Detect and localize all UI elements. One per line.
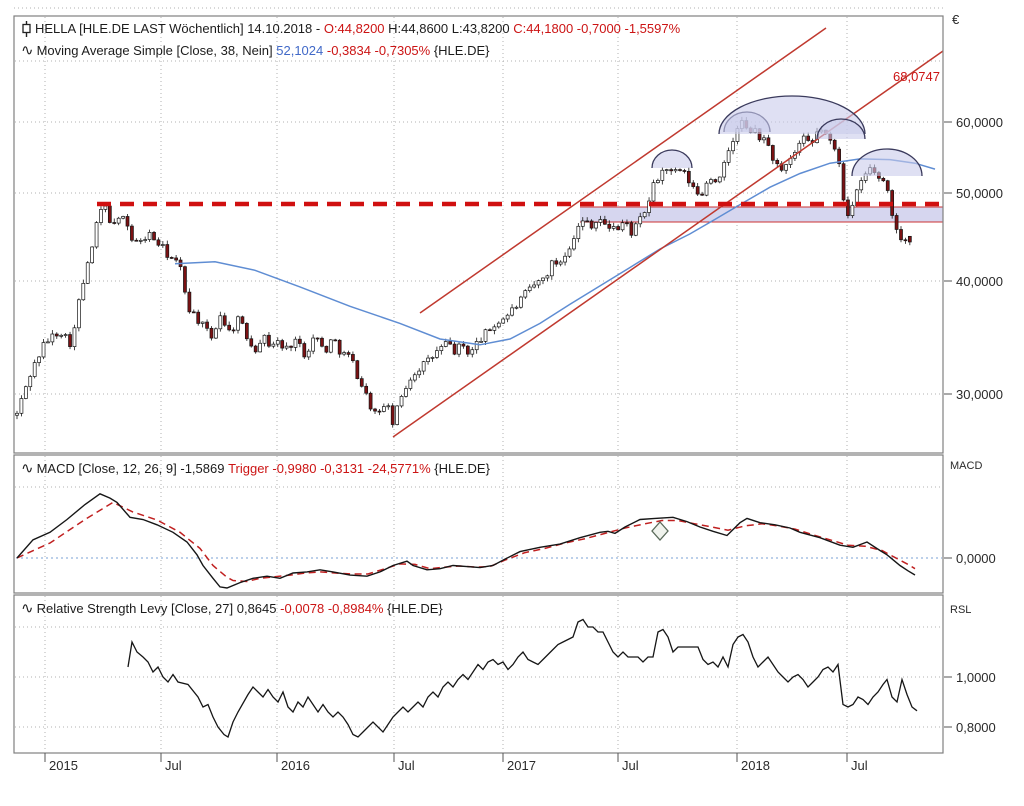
candlestick-icon [21,21,32,37]
main-panel-border [13,15,944,454]
macd-legend-row: ∿ MACD [Close, 12, 26, 9] -1,5869 Trigge… [21,461,490,477]
ma-symbol: {HLE.DE} [433,43,490,58]
trendline-value-label: 68,0747 [893,69,940,84]
x-tick-2017: 2017 [507,758,536,773]
macd-line [16,493,916,589]
close-change-values: C:44,1800 -0,7000 -1,5597% [513,21,681,36]
head-shoulders-domes [651,95,923,177]
rsl-name: Relative Strength Levy [Close, 27] 0,864… [36,601,281,616]
price-tick-60: 60,0000 [956,115,1003,130]
open-value: O:44,8200 [323,21,389,36]
macd-panel-border [13,454,944,594]
x-tick-jul17: Jul [622,758,639,773]
ma-legend-row: ∿ Moving Average Simple [Close, 38, Nein… [21,43,489,59]
macd-symbol: {HLE.DE} [434,461,490,476]
x-tick-jul18: Jul [851,758,868,773]
macd-name: MACD [Close, 12, 26, 9] -1,5869 [36,461,229,476]
rsl-change: -0,0078 -0,8984% [280,601,388,616]
rsl-tick-1: 1,0000 [956,670,996,685]
macd-axis-title: MACD [950,460,983,472]
currency-symbol: € [952,12,960,27]
price-tick-40: 40,0000 [956,274,1003,289]
x-tick-2016: 2016 [281,758,310,773]
rsl-line [127,618,918,738]
support-band [580,206,943,223]
price-tick-30: 30,0000 [956,387,1003,402]
rsl-panel-border [13,594,944,754]
rsl-legend-row: ∿ Relative Strength Levy [Close, 27] 0,8… [21,601,443,617]
ma-change: -0,3834 -0,7305% [326,43,434,58]
macd-diamond-marker [651,521,669,541]
price-tick-50: 50,0000 [956,186,1003,201]
x-tick-2015: 2015 [49,758,78,773]
ma-line [174,158,936,346]
wave-icon: ∿ [21,600,34,617]
x-tick-jul16: Jul [398,758,415,773]
rsl-symbol: {HLE.DE} [387,601,443,616]
lower-channel [392,50,944,438]
ma-value: 52,1024 [276,43,327,58]
x-tick-jul15: Jul [165,758,182,773]
trendlines [97,27,944,438]
macd-trigger-line [16,501,916,583]
wave-icon: ∿ [21,460,34,477]
x-tick-2018: 2018 [741,758,770,773]
rsl-axis-title: RSL [950,604,972,616]
candles-layer [15,116,912,428]
macd-trigger: Trigger -0,9980 -0,3131 -24,5771% [228,461,435,476]
ma-name: Moving Average Simple [Close, 38, Nein] [36,43,277,58]
macd-zero-tick: 0,0000 [956,551,996,566]
upper-channel [419,27,827,314]
high-low-values: H:44,8600 L:43,8200 [388,21,514,36]
wave-icon: ∿ [21,42,34,59]
price-legend-row: HELLA [HLE.DE LAST Wöchentlich] 14.10.20… [21,21,680,37]
axis-ticks [44,121,952,762]
rsl-tick-08: 0,8000 [956,720,996,735]
instrument-title: HELLA [HLE.DE LAST Wöchentlich] 14.10.20… [35,21,324,36]
